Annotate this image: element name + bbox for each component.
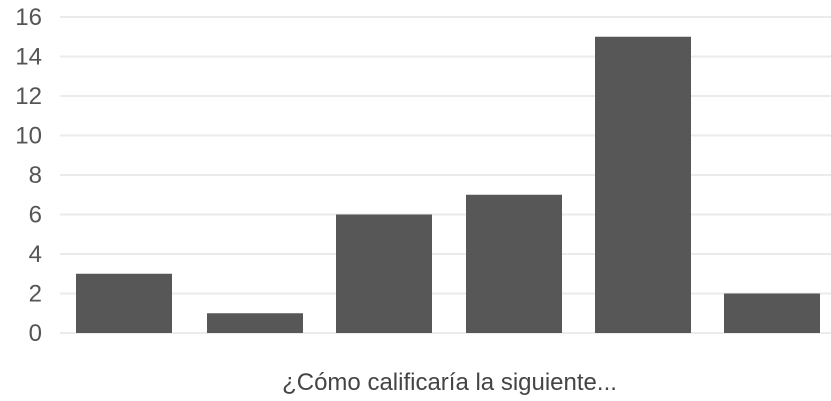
bar-5 bbox=[595, 36, 691, 333]
x-axis-label: ¿Cómo calificaría la siguiente... bbox=[282, 369, 617, 396]
y-tick-label: 10 bbox=[15, 123, 42, 150]
bars bbox=[76, 36, 820, 333]
y-tick-label: 8 bbox=[29, 162, 42, 189]
bar-2 bbox=[207, 313, 303, 333]
y-tick-label: 6 bbox=[29, 202, 42, 229]
bar-3 bbox=[336, 214, 432, 333]
y-axis-ticks: 0 2 4 6 8 10 12 14 16 bbox=[15, 4, 42, 347]
y-tick-label: 16 bbox=[15, 4, 42, 31]
y-tick-label: 14 bbox=[15, 44, 42, 71]
y-tick-label: 12 bbox=[15, 83, 42, 110]
bar-1 bbox=[76, 273, 172, 333]
y-tick-label: 2 bbox=[29, 281, 42, 308]
y-tick-label: 0 bbox=[29, 320, 42, 347]
gridlines bbox=[60, 16, 831, 334]
bar-6 bbox=[724, 293, 820, 333]
bar-4 bbox=[466, 194, 562, 333]
y-tick-label: 4 bbox=[29, 241, 42, 268]
